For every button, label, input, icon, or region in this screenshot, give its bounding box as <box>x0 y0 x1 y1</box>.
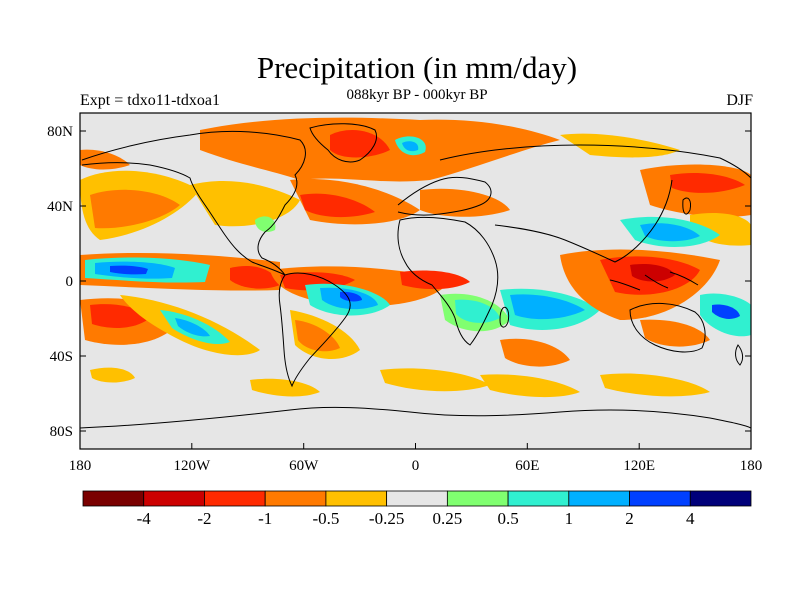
coastline-madagascar <box>499 306 510 328</box>
anomaly-patch <box>402 141 419 152</box>
anomaly-patch <box>420 188 510 217</box>
coastline-japan <box>682 197 691 215</box>
lon-tick-label: 60W <box>289 458 319 474</box>
colorbar-swatch <box>204 490 266 507</box>
colorbar-swatch <box>325 490 388 507</box>
coastline-europe <box>397 176 492 216</box>
anomaly-patch <box>110 265 148 275</box>
anomaly-patch <box>190 180 300 227</box>
colorbar: -4 -2 -1 -0.5 -0.25 0.25 0.5 1 2 4 <box>82 490 752 528</box>
season-label: DJF <box>726 92 753 109</box>
colorbar-label: -0.5 <box>312 509 339 528</box>
experiment-label: Expt = tdxo11-tdxoa1 <box>80 92 220 109</box>
period-label: 088kyr BP - 000kyr BP <box>346 87 488 103</box>
anomaly-patch <box>380 368 490 392</box>
coastline-greenland <box>309 123 377 163</box>
colorbar-label: 4 <box>686 509 695 528</box>
colorbar-swatch <box>386 490 448 507</box>
anomaly-patch <box>712 304 740 319</box>
anomaly-patch <box>400 270 470 290</box>
colorbar-swatch <box>143 490 205 507</box>
lat-tick-label: 40S <box>50 349 73 365</box>
plot-title: Precipitation (in mm/day) <box>256 50 578 85</box>
coastline-south-america <box>278 272 351 388</box>
colorbar-swatch <box>689 490 752 507</box>
coastline-australia <box>629 302 706 353</box>
colorbar-label: -1 <box>258 509 272 528</box>
anomaly-patch <box>455 299 500 323</box>
colorbar-swatch <box>629 490 691 507</box>
anomaly-patch <box>640 319 710 347</box>
coastline-eurasia <box>439 144 751 179</box>
tick-marks <box>79 130 752 449</box>
colorbar-swatch <box>568 490 630 507</box>
lat-tick-label: 80N <box>47 124 73 140</box>
anomaly-field <box>80 117 751 398</box>
anomaly-patch <box>500 338 570 367</box>
colorbar-swatch <box>82 490 145 507</box>
coastline-africa <box>397 216 499 346</box>
colorbar-swatch <box>446 490 509 507</box>
anomaly-patch <box>80 149 130 170</box>
colorbar-label: 1 <box>565 509 574 528</box>
lon-tick-label: 60E <box>515 458 539 474</box>
coastline-asia <box>494 179 673 263</box>
lon-tick-label: 180 <box>69 458 92 474</box>
anomaly-patch <box>90 189 180 229</box>
lat-tick-label: 0 <box>66 274 74 290</box>
coastline-indonesia <box>609 271 699 291</box>
anomaly-patch <box>300 193 375 218</box>
colorbar-label: 2 <box>625 509 634 528</box>
lon-tick-label: 180 <box>740 458 763 474</box>
anomaly-patch <box>330 130 390 158</box>
coastlines <box>80 123 751 429</box>
colorbar-swatch <box>507 490 570 507</box>
anomaly-patch <box>480 374 580 398</box>
coastline-antarctica <box>80 406 751 429</box>
anomaly-patch <box>630 264 675 282</box>
lon-tick-label: 120W <box>173 458 211 474</box>
anomaly-patch <box>250 378 320 397</box>
colorbar-label: 0.25 <box>432 509 462 528</box>
anomaly-patch <box>230 265 280 289</box>
colorbar-label: -4 <box>137 509 152 528</box>
anomaly-patch <box>175 318 210 337</box>
coastline-north-america <box>81 130 306 276</box>
anomaly-patch <box>640 223 700 242</box>
anomaly-patch <box>295 320 340 352</box>
colorbar-label: 0.5 <box>497 509 518 528</box>
anomaly-patch <box>510 294 585 320</box>
lat-tick-label: 80S <box>50 424 73 440</box>
anomaly-patch <box>600 373 710 397</box>
lon-tick-label: 120E <box>623 458 655 474</box>
colorbar-label: -2 <box>197 509 211 528</box>
anomaly-patch <box>670 173 745 193</box>
lat-tick-label: 40N <box>47 199 73 215</box>
colorbar-swatch <box>264 490 327 507</box>
colorbar-label: -0.25 <box>369 509 404 528</box>
anomaly-patch <box>90 367 135 383</box>
coastline-new-zealand <box>735 344 744 366</box>
lon-tick-label: 0 <box>412 458 420 474</box>
